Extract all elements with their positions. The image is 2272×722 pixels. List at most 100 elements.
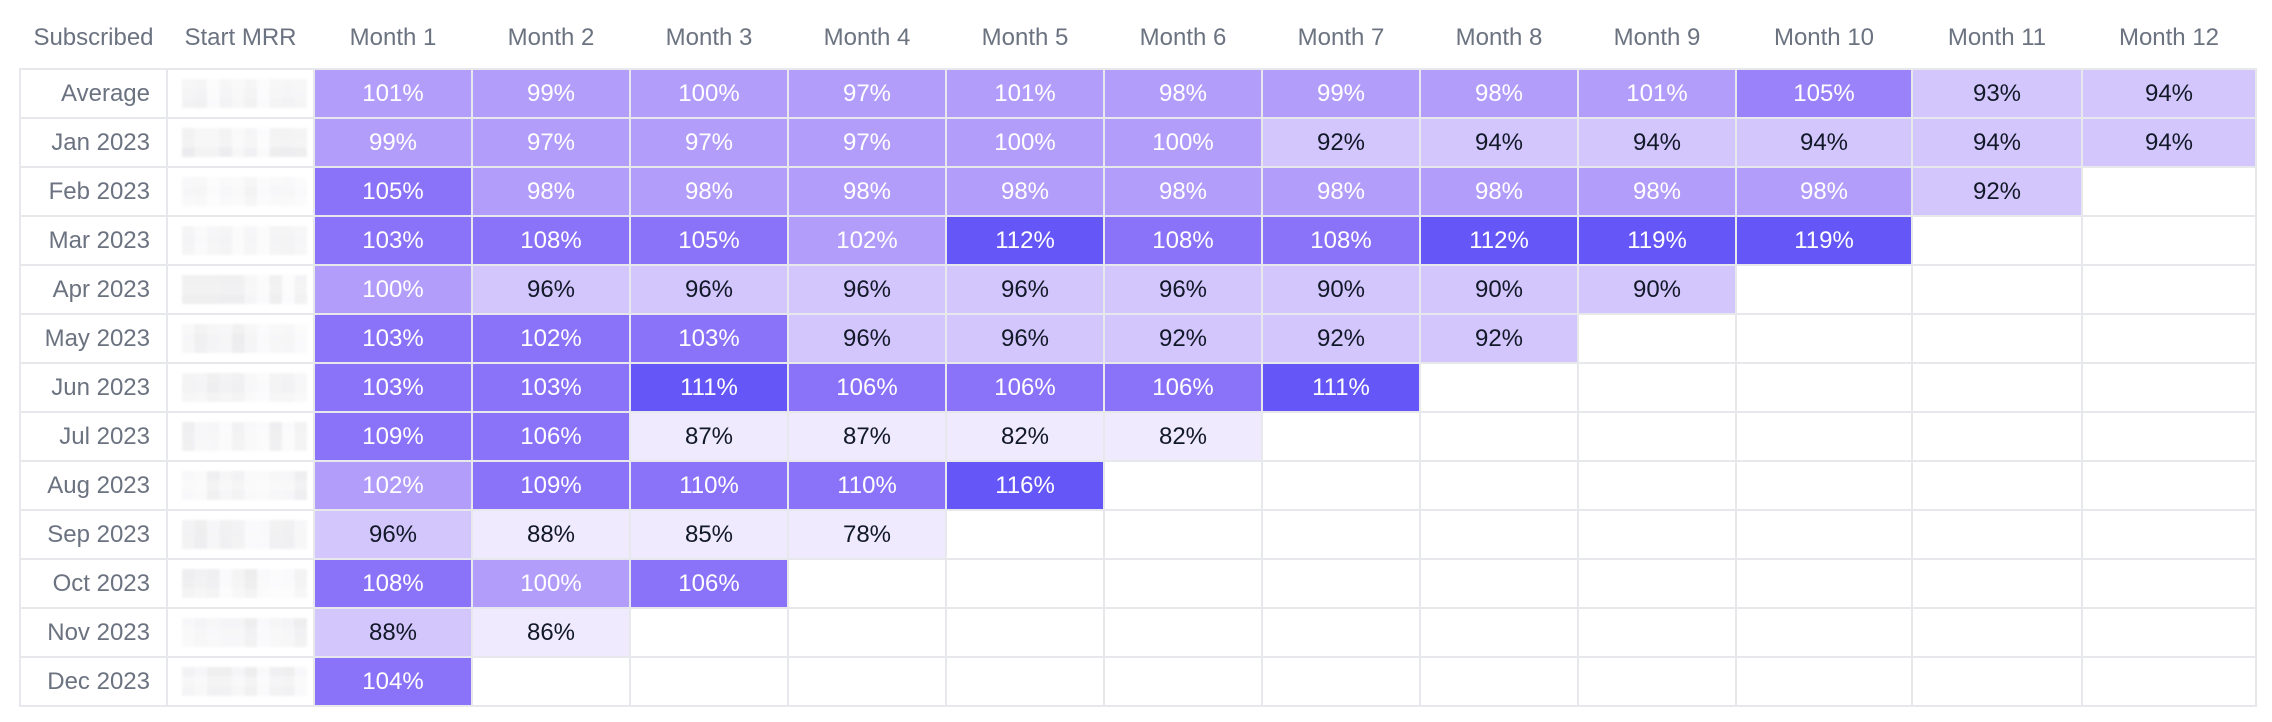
retention-cell[interactable]: 94% (1419, 117, 1579, 168)
retention-cell[interactable]: 98% (945, 166, 1105, 217)
retention-cell[interactable]: 94% (1577, 117, 1737, 168)
retention-cell[interactable]: 98% (1419, 166, 1579, 217)
retention-cell[interactable]: 101% (1577, 68, 1737, 119)
retention-cell[interactable]: 112% (945, 215, 1105, 266)
retention-cell[interactable]: 105% (313, 166, 473, 217)
column-header-month-7[interactable]: Month 7 (1297, 24, 1385, 51)
retention-cell[interactable]: 96% (787, 264, 947, 315)
retention-cell[interactable]: 103% (313, 215, 473, 266)
column-header-month-10[interactable]: Month 10 (1773, 24, 1875, 51)
column-header-month-12[interactable]: Month 12 (2118, 24, 2220, 51)
retention-cell[interactable]: 94% (2081, 117, 2257, 168)
column-header-month-8[interactable]: Month 8 (1455, 24, 1543, 51)
retention-cell[interactable]: 111% (629, 362, 789, 413)
retention-cell[interactable]: 106% (471, 411, 631, 462)
retention-cell[interactable]: 108% (1261, 215, 1421, 266)
retention-cell[interactable]: 100% (313, 264, 473, 315)
retention-cell[interactable]: 105% (1735, 68, 1913, 119)
retention-cell[interactable]: 103% (471, 362, 631, 413)
retention-cell[interactable]: 100% (945, 117, 1105, 168)
retention-cell[interactable]: 97% (629, 117, 789, 168)
retention-cell[interactable]: 104% (313, 656, 473, 707)
retention-cell[interactable]: 85% (629, 509, 789, 560)
retention-cell[interactable]: 98% (471, 166, 631, 217)
retention-cell[interactable]: 92% (1103, 313, 1263, 364)
retention-cell[interactable]: 98% (1103, 166, 1263, 217)
retention-cell[interactable]: 86% (471, 607, 631, 658)
retention-cell[interactable]: 92% (1419, 313, 1579, 364)
retention-cell[interactable]: 88% (471, 509, 631, 560)
retention-cell[interactable]: 106% (1103, 362, 1263, 413)
retention-cell[interactable]: 87% (629, 411, 789, 462)
retention-cell[interactable]: 82% (945, 411, 1105, 462)
retention-cell[interactable]: 98% (1103, 68, 1263, 119)
retention-cell[interactable]: 78% (787, 509, 947, 560)
column-header-month-1[interactable]: Month 1 (349, 24, 437, 51)
retention-cell[interactable]: 98% (1577, 166, 1737, 217)
retention-cell[interactable]: 92% (1261, 117, 1421, 168)
retention-cell[interactable]: 97% (787, 68, 947, 119)
retention-cell[interactable]: 102% (313, 460, 473, 511)
retention-cell[interactable]: 116% (945, 460, 1105, 511)
retention-cell[interactable]: 88% (313, 607, 473, 658)
retention-cell[interactable]: 90% (1419, 264, 1579, 315)
column-header-start-mrr[interactable]: Start MRR (184, 24, 297, 51)
retention-cell[interactable]: 105% (629, 215, 789, 266)
retention-cell[interactable]: 106% (629, 558, 789, 609)
retention-cell[interactable]: 94% (1735, 117, 1913, 168)
retention-cell[interactable]: 103% (313, 362, 473, 413)
retention-cell[interactable]: 93% (1911, 68, 2083, 119)
column-header-month-2[interactable]: Month 2 (507, 24, 595, 51)
retention-cell[interactable]: 90% (1261, 264, 1421, 315)
retention-cell[interactable]: 98% (1261, 166, 1421, 217)
retention-cell[interactable]: 97% (471, 117, 631, 168)
retention-cell[interactable]: 101% (313, 68, 473, 119)
retention-cell[interactable]: 100% (1103, 117, 1263, 168)
column-header-month-11[interactable]: Month 11 (1947, 24, 2047, 51)
retention-cell[interactable]: 99% (471, 68, 631, 119)
column-header-month-9[interactable]: Month 9 (1613, 24, 1701, 51)
retention-cell[interactable]: 96% (1103, 264, 1263, 315)
retention-cell[interactable]: 96% (787, 313, 947, 364)
retention-cell[interactable]: 94% (1911, 117, 2083, 168)
retention-cell[interactable]: 112% (1419, 215, 1579, 266)
retention-cell[interactable]: 106% (787, 362, 947, 413)
retention-cell[interactable]: 92% (1261, 313, 1421, 364)
retention-cell[interactable]: 102% (787, 215, 947, 266)
retention-cell[interactable]: 108% (313, 558, 473, 609)
retention-cell[interactable]: 90% (1577, 264, 1737, 315)
retention-cell[interactable]: 108% (1103, 215, 1263, 266)
column-header-subscribed[interactable]: Subscribed (33, 24, 154, 51)
retention-cell[interactable]: 96% (629, 264, 789, 315)
retention-cell[interactable]: 96% (945, 313, 1105, 364)
retention-cell[interactable]: 92% (1911, 166, 2083, 217)
retention-cell[interactable]: 96% (471, 264, 631, 315)
retention-cell[interactable]: 109% (471, 460, 631, 511)
retention-cell[interactable]: 119% (1735, 215, 1913, 266)
column-header-month-3[interactable]: Month 3 (665, 24, 753, 51)
retention-cell[interactable]: 98% (629, 166, 789, 217)
retention-cell[interactable]: 99% (1261, 68, 1421, 119)
retention-cell[interactable]: 103% (629, 313, 789, 364)
column-header-month-4[interactable]: Month 4 (823, 24, 911, 51)
retention-cell[interactable]: 98% (1419, 68, 1579, 119)
retention-cell[interactable]: 119% (1577, 215, 1737, 266)
column-header-month-5[interactable]: Month 5 (981, 24, 1069, 51)
retention-cell[interactable]: 100% (629, 68, 789, 119)
retention-cell[interactable]: 97% (787, 117, 947, 168)
retention-cell[interactable]: 103% (313, 313, 473, 364)
retention-cell[interactable]: 101% (945, 68, 1105, 119)
retention-cell[interactable]: 99% (313, 117, 473, 168)
retention-cell[interactable]: 110% (629, 460, 789, 511)
retention-cell[interactable]: 98% (1735, 166, 1913, 217)
retention-cell[interactable]: 108% (471, 215, 631, 266)
column-header-month-6[interactable]: Month 6 (1139, 24, 1227, 51)
retention-cell[interactable]: 98% (787, 166, 947, 217)
retention-cell[interactable]: 109% (313, 411, 473, 462)
retention-cell[interactable]: 106% (945, 362, 1105, 413)
retention-cell[interactable]: 96% (313, 509, 473, 560)
retention-cell[interactable]: 110% (787, 460, 947, 511)
retention-cell[interactable]: 87% (787, 411, 947, 462)
retention-cell[interactable]: 100% (471, 558, 631, 609)
retention-cell[interactable]: 102% (471, 313, 631, 364)
